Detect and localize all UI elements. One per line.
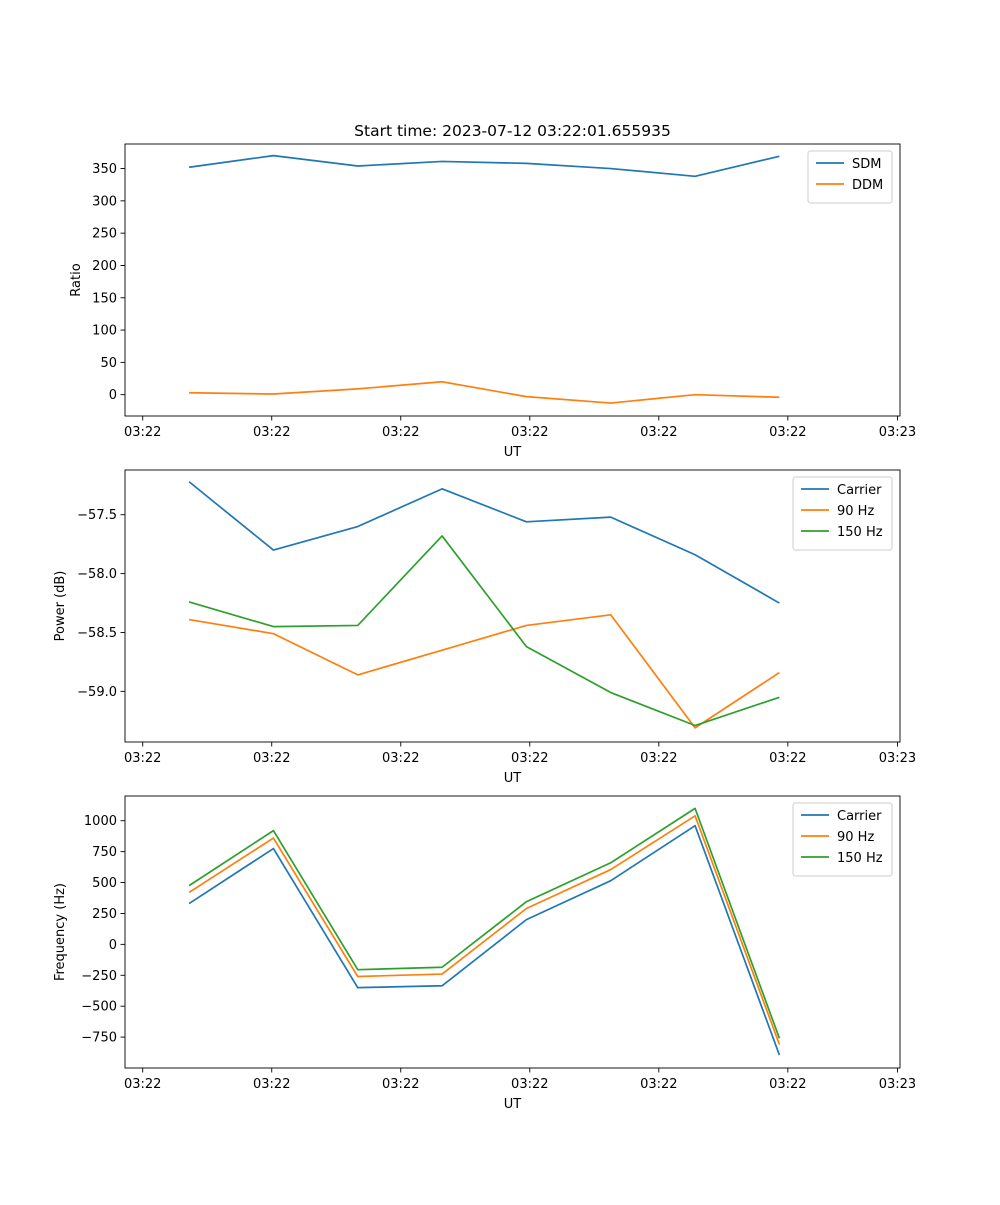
y-tick-label: −57.5 xyxy=(77,508,117,523)
y-tick-label: 50 xyxy=(100,356,117,371)
legend-label-90-hz: 90 Hz xyxy=(837,830,874,845)
legend-label-90-hz: 90 Hz xyxy=(837,504,874,519)
x-tick-label: 03:22 xyxy=(382,1077,419,1092)
x-tick-label: 03:22 xyxy=(640,425,677,440)
x-tick-label: 03:22 xyxy=(511,425,548,440)
y-tick-label: 250 xyxy=(92,907,117,922)
series-line-90-hz xyxy=(188,613,780,729)
x-tick-label: 03:22 xyxy=(124,751,161,766)
y-tick-label: 0 xyxy=(109,938,117,953)
x-axis-label: UT xyxy=(504,445,522,460)
x-tick-label: 03:22 xyxy=(640,751,677,766)
x-tick-label: 03:22 xyxy=(382,425,419,440)
x-tick-label: 03:22 xyxy=(382,751,419,766)
x-axis-label: UT xyxy=(504,1097,522,1112)
legend-label-150-hz: 150 Hz xyxy=(837,851,883,866)
axes-frame xyxy=(124,469,901,743)
legend-label-ddm: DDM xyxy=(852,178,883,193)
x-tick-label: 03:22 xyxy=(511,751,548,766)
x-tick-label: 03:22 xyxy=(769,425,806,440)
y-tick-label: 0 xyxy=(109,388,117,403)
x-tick-label: 03:22 xyxy=(253,1077,290,1092)
x-tick-label: 03:22 xyxy=(769,751,806,766)
y-tick-label: −59.0 xyxy=(77,685,117,700)
y-axis-label: Ratio xyxy=(69,263,84,296)
y-tick-label: −500 xyxy=(81,1000,117,1015)
series-line-ddm xyxy=(189,380,780,404)
y-tick-label: 300 xyxy=(92,194,117,209)
subplot-1: 03:22 03:22 03:22 03:22 03:22 03:22 03:23 0 50 10… xyxy=(69,122,916,460)
chart-title: Start time: 2023-07-12 03:22:01.655935 xyxy=(354,122,671,140)
legend-label-150-hz: 150 Hz xyxy=(837,525,883,540)
y-axis-label: Power (dB) xyxy=(53,571,68,642)
y-tick-label: 100 xyxy=(92,324,117,339)
x-tick-label: 03:22 xyxy=(253,425,290,440)
subplot-2: 03:22 03:22 03:22 03:22 03:22 03:22 03:23 −59.0… xyxy=(53,469,916,786)
legend-label-carrier: Carrier xyxy=(837,483,882,498)
x-tick-label: 03:22 xyxy=(124,425,161,440)
x-tick-label: 03:22 xyxy=(640,1077,677,1092)
legend-box xyxy=(807,150,893,204)
series-line-carrier xyxy=(188,481,780,604)
y-tick-label: −58.0 xyxy=(77,567,117,582)
y-tick-label: 150 xyxy=(92,291,117,306)
y-tick-label: −750 xyxy=(81,1031,117,1046)
subplot-3: 03:22 03:22 03:22 03:22 03:22 03:22 03:23 −750 −… xyxy=(53,795,916,1112)
axes-frame xyxy=(124,143,901,417)
y-tick-label: 500 xyxy=(92,876,117,891)
y-tick-label: 350 xyxy=(92,162,117,177)
x-tick-label: 03:22 xyxy=(124,1077,161,1092)
y-tick-label: −58.5 xyxy=(77,626,117,641)
legend-label-carrier: Carrier xyxy=(837,809,882,824)
series-line-90-hz xyxy=(188,814,781,1045)
legend: Carrier 90 Hz 150 Hz xyxy=(792,476,893,551)
x-tick-label: 03:23 xyxy=(879,425,916,440)
series-line-150-hz xyxy=(188,535,780,727)
legend-label-sdm: SDM xyxy=(852,157,881,172)
axes-frame xyxy=(124,795,901,1069)
series-line-150-hz xyxy=(188,807,781,1039)
x-axis-label: UT xyxy=(504,771,522,786)
y-tick-label: 750 xyxy=(92,845,117,860)
legend: Carrier 90 Hz 150 Hz xyxy=(792,802,893,877)
x-tick-label: 03:22 xyxy=(769,1077,806,1092)
y-tick-label: −250 xyxy=(81,969,117,984)
x-tick-label: 03:22 xyxy=(511,1077,548,1092)
x-tick-label: 03:23 xyxy=(879,1077,916,1092)
x-tick-label: 03:22 xyxy=(253,751,290,766)
series-line-carrier xyxy=(188,824,781,1056)
legend: SDM DDM xyxy=(807,150,893,204)
x-tick-label: 03:23 xyxy=(879,751,916,766)
y-tick-label: 250 xyxy=(92,227,117,242)
y-tick-label: 200 xyxy=(92,259,117,274)
y-axis-label: Frequency (Hz) xyxy=(53,883,68,981)
series-line-sdm xyxy=(188,154,780,178)
y-tick-label: 1000 xyxy=(84,814,117,829)
